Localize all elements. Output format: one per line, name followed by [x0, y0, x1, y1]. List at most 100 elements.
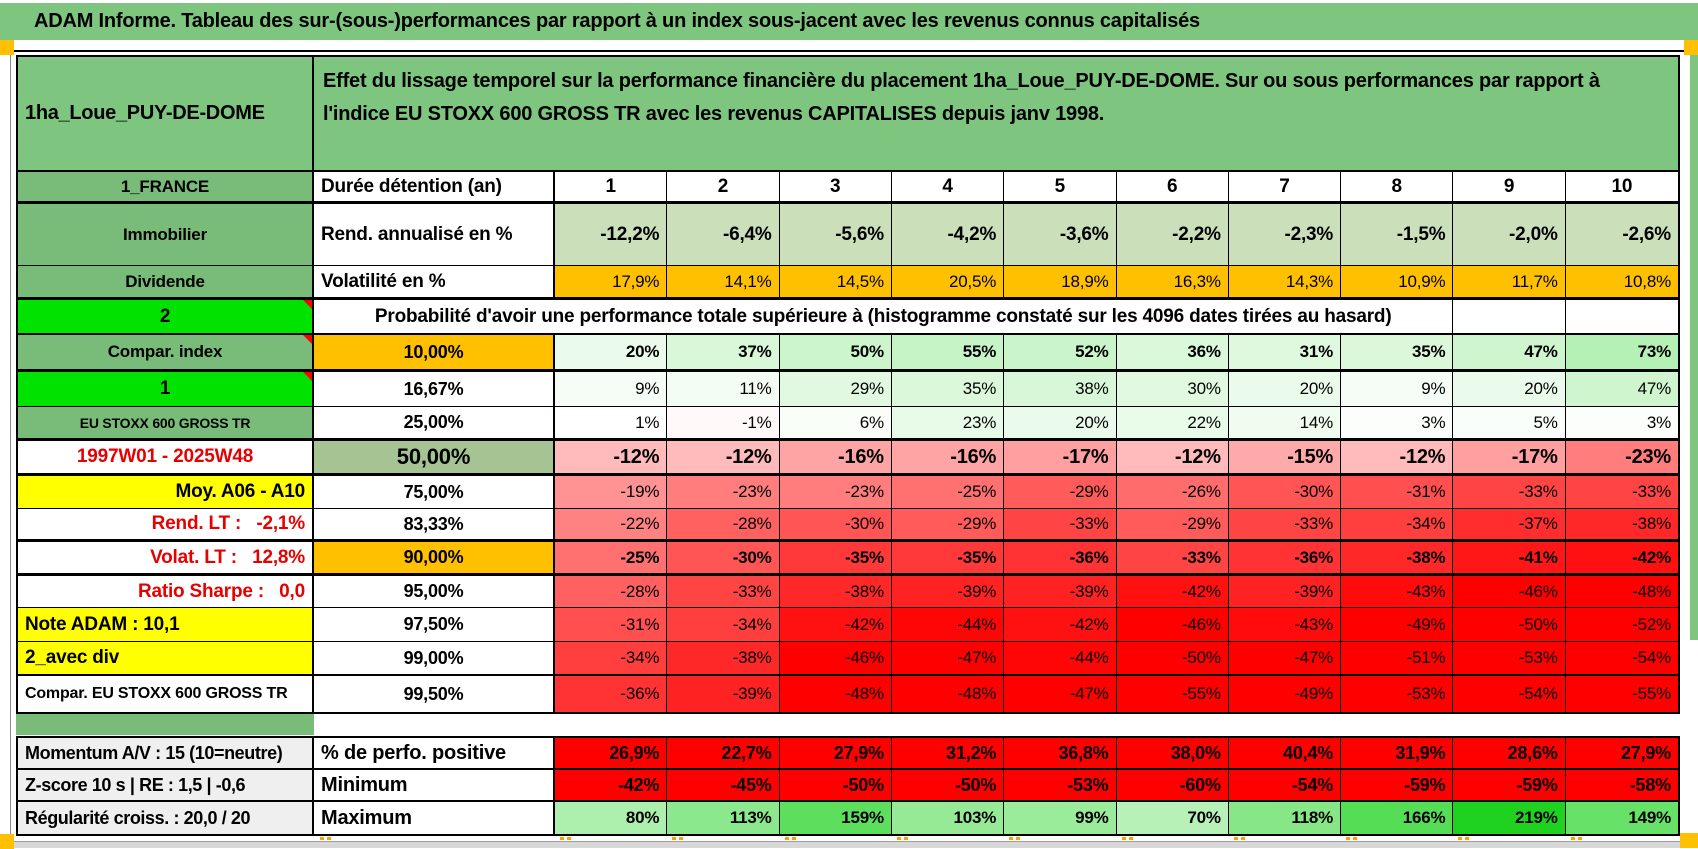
- data-cell[interactable]: -37%: [1453, 509, 1566, 539]
- row-label-cell[interactable]: Momentum A/V : 15 (10=neutre): [18, 738, 314, 768]
- data-cell[interactable]: -53%: [1004, 770, 1117, 800]
- data-cell[interactable]: -53%: [1453, 642, 1566, 674]
- data-cell[interactable]: 38,0%: [1116, 738, 1229, 768]
- data-cell[interactable]: 118%: [1228, 802, 1342, 834]
- data-cell[interactable]: -2,6%: [1565, 204, 1678, 265]
- data-cell[interactable]: -23%: [667, 476, 780, 508]
- data-cell[interactable]: -43%: [1341, 576, 1454, 607]
- threshold-cell[interactable]: Volatilité en %: [314, 266, 555, 297]
- data-cell[interactable]: 47%: [1565, 372, 1678, 406]
- row-label-cell[interactable]: Moy. A06 - A10: [18, 476, 314, 508]
- data-cell[interactable]: -38%: [1565, 509, 1678, 539]
- data-cell[interactable]: 14,5%: [779, 266, 892, 297]
- data-cell[interactable]: 6%: [779, 407, 892, 438]
- threshold-cell[interactable]: 50,00%: [314, 441, 555, 473]
- data-cell[interactable]: -60%: [1116, 770, 1229, 800]
- horizontal-scrollbar[interactable]: [0, 841, 1698, 848]
- threshold-cell[interactable]: Maximum: [314, 802, 555, 834]
- row-label-cell[interactable]: 2_avec div: [18, 642, 314, 674]
- row-label-cell[interactable]: Immobilier: [18, 204, 314, 265]
- threshold-cell[interactable]: 99,50%: [314, 676, 555, 712]
- data-cell[interactable]: -46%: [1453, 576, 1566, 607]
- data-cell[interactable]: -1%: [667, 407, 780, 438]
- data-cell[interactable]: 16,3%: [1116, 266, 1229, 297]
- data-cell[interactable]: -48%: [1565, 576, 1678, 607]
- data-cell[interactable]: -30%: [667, 542, 780, 573]
- data-cell[interactable]: -25%: [891, 476, 1005, 508]
- data-cell[interactable]: -39%: [1004, 576, 1117, 607]
- threshold-cell[interactable]: 90,00%: [314, 542, 555, 573]
- data-cell[interactable]: -3,6%: [1004, 204, 1117, 265]
- data-cell[interactable]: 36,8%: [1004, 738, 1117, 768]
- data-cell[interactable]: -54%: [1565, 642, 1678, 674]
- row-label-cell[interactable]: Z-score 10 s | RE : 1,5 | -0,6: [18, 770, 314, 800]
- data-cell[interactable]: -50%: [779, 770, 892, 800]
- data-cell[interactable]: -47%: [891, 642, 1005, 674]
- data-cell[interactable]: 2: [667, 172, 780, 201]
- data-cell[interactable]: -42%: [1116, 576, 1229, 607]
- data-cell[interactable]: -16%: [891, 441, 1005, 473]
- data-cell[interactable]: -34%: [667, 608, 780, 641]
- data-cell[interactable]: -59%: [1453, 770, 1566, 800]
- data-cell[interactable]: 27,9%: [779, 738, 892, 768]
- data-cell[interactable]: -47%: [1228, 642, 1342, 674]
- data-cell[interactable]: 11,7%: [1453, 266, 1566, 297]
- data-cell[interactable]: -39%: [891, 576, 1005, 607]
- data-cell[interactable]: -2,3%: [1228, 204, 1342, 265]
- threshold-cell[interactable]: 75,00%: [314, 476, 555, 508]
- data-cell[interactable]: -35%: [891, 542, 1005, 573]
- data-cell[interactable]: 219%: [1453, 802, 1566, 834]
- data-cell[interactable]: -33%: [1228, 509, 1342, 539]
- data-cell[interactable]: -36%: [555, 676, 668, 712]
- data-cell[interactable]: 5%: [1453, 407, 1566, 438]
- data-cell[interactable]: 20%: [1228, 372, 1342, 406]
- data-cell[interactable]: 36%: [1116, 335, 1229, 369]
- data-cell[interactable]: -25%: [555, 542, 668, 573]
- data-cell[interactable]: 3%: [1341, 407, 1454, 438]
- data-cell[interactable]: 9%: [555, 372, 668, 406]
- data-cell[interactable]: 1: [555, 172, 668, 201]
- data-cell[interactable]: -50%: [891, 770, 1005, 800]
- data-cell[interactable]: 11%: [667, 372, 780, 406]
- data-cell[interactable]: -28%: [555, 576, 668, 607]
- data-cell[interactable]: -36%: [1004, 542, 1117, 573]
- data-cell[interactable]: 5: [1004, 172, 1117, 201]
- data-cell[interactable]: -44%: [891, 608, 1005, 641]
- probability-note-cell[interactable]: Probabilité d'avoir une performance tota…: [314, 300, 1454, 333]
- data-cell[interactable]: -49%: [1228, 676, 1342, 712]
- data-cell[interactable]: -23%: [779, 476, 892, 508]
- data-cell[interactable]: -22%: [555, 509, 668, 539]
- data-cell[interactable]: 3: [779, 172, 892, 201]
- data-cell[interactable]: -47%: [1004, 676, 1117, 712]
- data-cell[interactable]: 52%: [1004, 335, 1117, 369]
- data-cell[interactable]: 37%: [667, 335, 780, 369]
- data-cell[interactable]: -43%: [1228, 608, 1342, 641]
- row-label-cell[interactable]: 1_FRANCE: [18, 172, 314, 201]
- data-cell[interactable]: 31%: [1228, 335, 1342, 369]
- data-cell[interactable]: 4: [891, 172, 1005, 201]
- data-cell[interactable]: 149%: [1565, 802, 1678, 834]
- placement-name-cell[interactable]: 1ha_Loue_PUY-DE-DOME: [18, 57, 314, 170]
- data-cell[interactable]: -29%: [1116, 509, 1229, 539]
- data-cell[interactable]: -51%: [1341, 642, 1454, 674]
- data-cell[interactable]: 159%: [779, 802, 892, 834]
- data-cell[interactable]: 50%: [779, 335, 892, 369]
- data-cell[interactable]: -2,2%: [1116, 204, 1229, 265]
- data-cell[interactable]: -38%: [1341, 542, 1454, 573]
- data-cell[interactable]: -33%: [667, 576, 780, 607]
- data-cell[interactable]: 7: [1228, 172, 1342, 201]
- row-label-cell[interactable]: Note ADAM : 10,1: [18, 608, 314, 641]
- data-cell[interactable]: -39%: [1228, 576, 1342, 607]
- data-cell[interactable]: 26,9%: [555, 738, 668, 768]
- data-cell[interactable]: 47%: [1453, 335, 1566, 369]
- data-cell[interactable]: -53%: [1341, 676, 1454, 712]
- data-cell[interactable]: -17%: [1004, 441, 1117, 473]
- row-label-cell[interactable]: 1997W01 - 2025W48: [18, 441, 314, 473]
- threshold-cell[interactable]: 97,50%: [314, 608, 555, 641]
- threshold-cell[interactable]: Rend. annualisé en %: [314, 204, 555, 265]
- data-cell[interactable]: 6: [1116, 172, 1229, 201]
- data-cell[interactable]: 38%: [1004, 372, 1117, 406]
- data-cell[interactable]: -1,5%: [1341, 204, 1454, 265]
- data-cell[interactable]: 10,9%: [1341, 266, 1454, 297]
- data-cell[interactable]: -15%: [1228, 441, 1342, 473]
